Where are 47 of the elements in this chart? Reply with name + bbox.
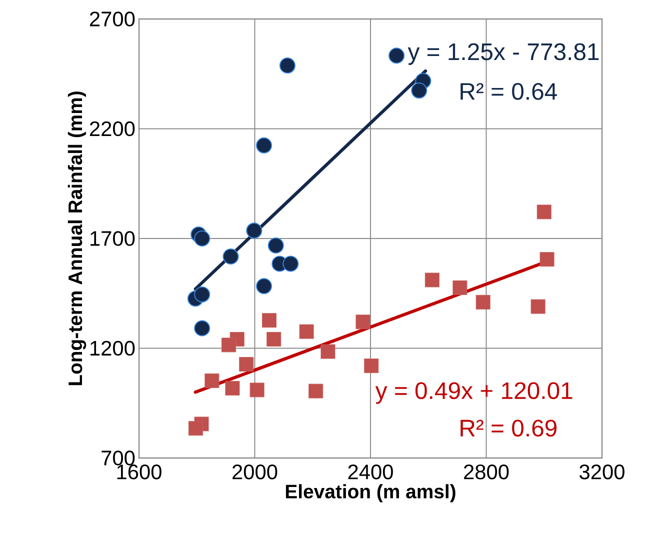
x-tick-label: 2400 (348, 464, 393, 480)
annotation: y = 0.49x + 120.01 (375, 382, 572, 404)
point (452, 280, 468, 295)
point (320, 344, 336, 359)
point (221, 338, 236, 352)
x-tick-label: 3200 (580, 464, 624, 480)
point (194, 230, 210, 246)
point (225, 380, 240, 396)
point (239, 357, 254, 372)
annotation: R² = 0.64 (460, 82, 557, 100)
point (194, 320, 210, 336)
point (299, 324, 314, 339)
point (256, 137, 272, 154)
y-axis-title: Long-term Annual Rainfall (mm) (68, 92, 86, 386)
point (476, 294, 490, 310)
x-tick-label: 2800 (464, 464, 509, 480)
point (266, 332, 282, 346)
point (262, 313, 276, 328)
point (268, 238, 284, 254)
x-axis-title: Elevation (m amsl) (286, 484, 456, 502)
y-tick-label: 1700 (90, 231, 135, 246)
point (364, 358, 379, 374)
point (530, 299, 546, 314)
point (356, 314, 370, 330)
y-tick-label: 1200 (90, 340, 135, 356)
annotation: y = 1.25x - 773.81 (408, 43, 599, 65)
point (246, 222, 262, 239)
point (424, 272, 440, 288)
annotation: R² = 0.69 (460, 420, 557, 437)
point (250, 382, 264, 398)
point (194, 286, 210, 302)
point (308, 384, 324, 398)
point (204, 373, 220, 388)
x-tick-label: 1600 (117, 464, 162, 480)
point (188, 421, 203, 436)
y-tick-label: 2700 (90, 12, 135, 26)
x-tick-label: 2000 (232, 464, 278, 480)
y-tick-label: 700 (102, 450, 135, 466)
point (411, 82, 428, 99)
y-tick-label: 2200 (90, 121, 135, 136)
point (222, 248, 239, 264)
point (282, 256, 299, 272)
point (388, 48, 405, 64)
point (279, 58, 296, 74)
point (536, 204, 552, 220)
point (540, 252, 554, 267)
point (256, 278, 272, 294)
